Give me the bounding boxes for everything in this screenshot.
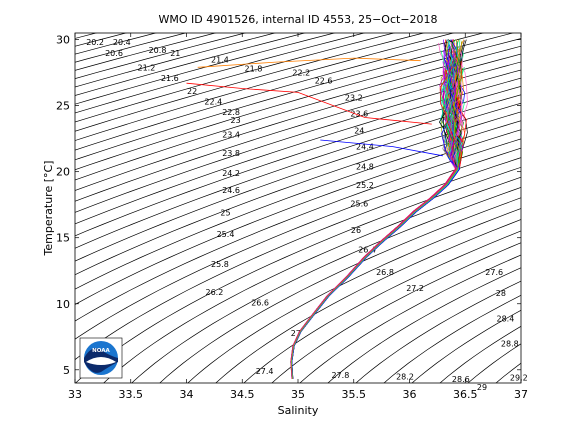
contour-label: 27.8: [331, 371, 349, 380]
contour-label: 23.2: [345, 94, 363, 103]
contour-label: 26.8: [376, 268, 394, 277]
contour-label: 29.2: [510, 374, 528, 383]
y-tick-label: 30: [56, 34, 70, 47]
x-tick-label: 35.5: [342, 388, 367, 401]
contour-label: 22: [187, 87, 197, 96]
contour-label: 23.4: [222, 131, 240, 140]
x-tick-label: 37: [514, 388, 528, 401]
contour-label: 25.2: [356, 181, 374, 190]
contour-label: 20.4: [113, 38, 131, 47]
x-tick-label: 33: [68, 388, 82, 401]
y-tick-label: 10: [56, 298, 70, 311]
contour-label: 28.8: [501, 339, 519, 348]
contour-label: 20.6: [105, 49, 123, 58]
contour-label: 29: [477, 383, 487, 392]
contour-label: 23.8: [222, 149, 240, 158]
contour-label: 25.8: [211, 260, 229, 269]
x-tick-label: 36: [403, 388, 417, 401]
x-tick-label: 34.5: [230, 388, 255, 401]
contour-label: 21.8: [244, 65, 262, 74]
contour-label: 27.6: [485, 268, 503, 277]
contour-label: 20.2: [86, 38, 104, 47]
noaa-logo: NOAA: [80, 338, 122, 378]
contour-label: 28: [496, 289, 506, 298]
contour-label: 27.2: [406, 284, 424, 293]
contour-label: 26.2: [205, 288, 223, 297]
contour-label: 21.4: [211, 55, 229, 64]
y-tick-label: 25: [56, 100, 70, 113]
contour-label: 25: [220, 209, 230, 218]
contour-label: 28.4: [496, 314, 514, 323]
y-tick-label: 15: [56, 232, 70, 245]
contour-label: 24.8: [356, 162, 374, 171]
contour-label: 22.4: [204, 98, 222, 107]
x-axis-label: Salinity: [278, 404, 319, 417]
contour-label: 23: [231, 116, 241, 125]
x-tick-label: 33.5: [119, 388, 144, 401]
y-axis-label: Temperature [°C]: [42, 161, 55, 257]
contour-label: 26.6: [251, 298, 269, 307]
contour-label: 22.2: [292, 69, 310, 78]
contour-label: 25.6: [350, 199, 368, 208]
noaa-logo-text: NOAA: [92, 348, 110, 354]
contour-label: 28.2: [396, 372, 414, 381]
x-tick-label: 36.5: [453, 388, 478, 401]
y-tick-label: 20: [56, 166, 70, 179]
contour-label: 27.4: [256, 367, 274, 376]
chart-title: WMO ID 4901526, internal ID 4553, 25−Oct…: [158, 13, 437, 26]
contour-label: 24: [354, 127, 364, 136]
y-tick-label: 5: [63, 364, 70, 377]
contour-label: 25.4: [217, 230, 235, 239]
contour-label: 24.2: [222, 169, 240, 178]
contour-label: 24.6: [222, 186, 240, 195]
contour-label: 26: [351, 226, 361, 235]
contour-label: 21: [170, 49, 180, 58]
contour-label: 20.8: [149, 46, 167, 55]
x-tick-label: 34: [180, 388, 194, 401]
x-tick-label: 35: [291, 388, 305, 401]
contour-label: 22.6: [315, 77, 333, 86]
contour-label: 21.6: [161, 74, 179, 83]
contour-label: 21.2: [137, 63, 155, 72]
